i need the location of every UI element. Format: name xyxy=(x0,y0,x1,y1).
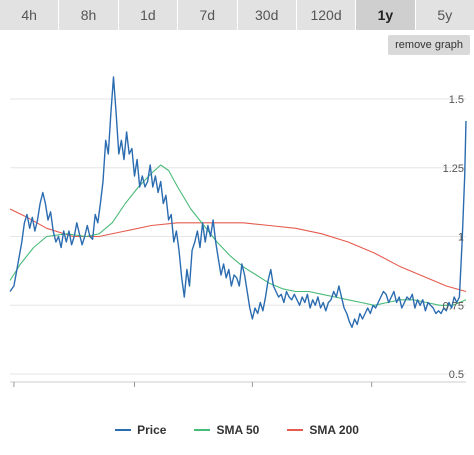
legend-item-price[interactable]: Price xyxy=(115,423,166,437)
tab-1d[interactable]: 1d xyxy=(118,0,179,30)
legend-swatch-sma200 xyxy=(287,429,304,431)
x-tick-label: Jul '25 xyxy=(356,391,387,392)
tab-30d[interactable]: 30d xyxy=(237,0,297,30)
x-tick-label: Jan '25 xyxy=(117,391,152,392)
y-tick-label: 1.25 xyxy=(443,163,464,175)
series-line-price xyxy=(9,76,467,328)
chart-legend: Price SMA 50 SMA 200 xyxy=(0,420,474,440)
tab-120d[interactable]: 120d xyxy=(296,0,357,30)
legend-item-sma200[interactable]: SMA 200 xyxy=(287,423,359,437)
legend-swatch-price xyxy=(115,429,132,431)
series-lines xyxy=(9,76,467,328)
tab-1y[interactable]: 1y xyxy=(356,0,416,30)
axis-ticks: 0.5 0.75 1 1.25 1.5 Oct '24 Jan '25 Apr '25 Jul … xyxy=(0,94,464,392)
y-tick-label: 0.5 xyxy=(449,369,464,381)
series-line-sma50 xyxy=(9,164,467,306)
y-tick-label: 0.75 xyxy=(443,300,464,312)
legend-item-sma50[interactable]: SMA 50 xyxy=(194,423,259,437)
legend-swatch-sma50 xyxy=(194,429,211,431)
tab-7d[interactable]: 7d xyxy=(178,0,238,30)
grid-lines xyxy=(10,98,466,383)
y-tick-label: 1.5 xyxy=(449,94,464,106)
legend-label-sma200: SMA 200 xyxy=(309,423,359,437)
y-tick-label: 1 xyxy=(458,232,464,244)
price-chart: 0.5 0.75 1 1.25 1.5 Oct '24 Jan '25 Apr '25 Jul … xyxy=(0,76,467,392)
tab-4h[interactable]: 4h xyxy=(0,0,60,30)
tab-5y[interactable]: 5y xyxy=(415,0,474,30)
x-tick-label: Oct '24 xyxy=(0,391,31,392)
x-tick-label: Apr '25 xyxy=(235,391,270,392)
timeframe-tabs: 4h 8h 1d 7d 30d 120d 1y 5y xyxy=(0,0,474,30)
legend-label-sma50: SMA 50 xyxy=(216,423,260,437)
tab-8h[interactable]: 8h xyxy=(59,0,119,30)
series-line-sma200 xyxy=(9,208,467,293)
remove-graph-button[interactable]: remove graph xyxy=(388,35,470,55)
legend-label-price: Price xyxy=(137,423,167,437)
